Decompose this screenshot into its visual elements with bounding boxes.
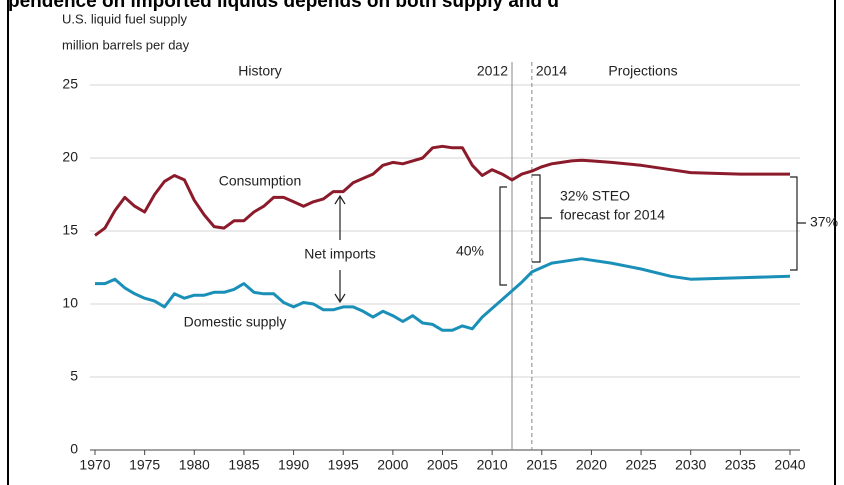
brackets xyxy=(334,174,806,304)
bracket xyxy=(790,176,806,271)
reference-label: 2014 xyxy=(536,63,567,79)
annotation: 40% xyxy=(456,243,484,259)
annotation: forecast for 2014 xyxy=(560,207,665,223)
y-axis-label: million barrels per day xyxy=(62,37,190,52)
series-label: Consumption xyxy=(219,173,302,189)
x-tick-label: 1995 xyxy=(328,457,359,473)
y-tick-label: 0 xyxy=(70,441,78,457)
x-tick-label: 1985 xyxy=(228,457,259,473)
y-axis-label: U.S. liquid fuel supply xyxy=(62,11,188,26)
y-tick-label: 20 xyxy=(62,149,78,165)
y-tick-label: 10 xyxy=(62,295,78,311)
bracket xyxy=(499,186,507,286)
annotation: 32% STEO xyxy=(560,188,630,204)
x-tick-label: 2040 xyxy=(774,457,805,473)
series-line xyxy=(95,257,791,332)
y-tick-label: 15 xyxy=(62,222,78,238)
series-label: Domestic supply xyxy=(184,314,287,330)
x-tick-label: 2025 xyxy=(625,457,656,473)
x-tick-label: 1980 xyxy=(179,457,210,473)
annotation: Net imports xyxy=(304,246,376,262)
x-tick-label: 1990 xyxy=(278,457,309,473)
annotation: Projections xyxy=(608,63,677,79)
annotation: History xyxy=(238,63,282,79)
arrow xyxy=(334,194,346,240)
bracket xyxy=(532,174,552,263)
y-tick-label: 25 xyxy=(62,76,78,92)
x-tick-label: 2005 xyxy=(427,457,458,473)
reference-label: 2012 xyxy=(477,63,508,79)
arrow xyxy=(334,270,346,304)
y-tick-label: 5 xyxy=(70,368,78,384)
x-tick-label: 2010 xyxy=(477,457,508,473)
x-tick-label: 2035 xyxy=(725,457,756,473)
frame xyxy=(7,0,836,485)
x-tick-label: 2000 xyxy=(377,457,408,473)
x-tick-label: 1975 xyxy=(129,457,160,473)
series-line xyxy=(94,144,790,237)
annotation: 37% xyxy=(810,214,838,230)
chart-title: pendence on imported liquids depends on … xyxy=(8,0,559,12)
x-tick-label: 2020 xyxy=(576,457,607,473)
x-tick-label: 1970 xyxy=(79,457,110,473)
x-tick-label: 2030 xyxy=(675,457,706,473)
x-tick-label: 2015 xyxy=(526,457,557,473)
